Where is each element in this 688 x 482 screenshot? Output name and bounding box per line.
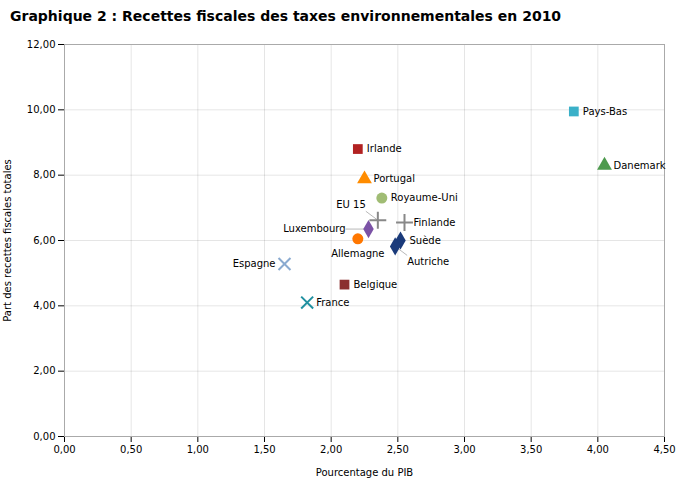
svg-text:Royaume-Uni: Royaume-Uni xyxy=(391,192,458,203)
svg-text:4,00: 4,00 xyxy=(33,300,55,311)
svg-text:Irlande: Irlande xyxy=(367,143,402,154)
svg-text:2,50: 2,50 xyxy=(387,444,409,455)
svg-text:Belgique: Belgique xyxy=(354,279,398,290)
svg-text:EU 15: EU 15 xyxy=(336,199,366,210)
svg-text:0,50: 0,50 xyxy=(120,444,142,455)
svg-text:Suède: Suède xyxy=(410,235,441,246)
svg-text:3,00: 3,00 xyxy=(453,444,475,455)
svg-text:France: France xyxy=(316,297,349,308)
svg-text:Pourcentage du PIB: Pourcentage du PIB xyxy=(316,467,414,478)
svg-text:12,00: 12,00 xyxy=(27,39,56,50)
svg-text:Luxembourg: Luxembourg xyxy=(283,223,345,234)
svg-text:10,00: 10,00 xyxy=(27,104,56,115)
svg-text:2,00: 2,00 xyxy=(320,444,342,455)
svg-text:Pays-Bas: Pays-Bas xyxy=(583,106,627,117)
svg-text:8,00: 8,00 xyxy=(33,169,55,180)
svg-text:Espagne: Espagne xyxy=(233,258,276,269)
svg-text:0,00: 0,00 xyxy=(33,431,55,442)
svg-text:Danemark: Danemark xyxy=(614,160,666,171)
svg-text:Portugal: Portugal xyxy=(374,173,415,184)
svg-text:Autriche: Autriche xyxy=(407,256,449,267)
svg-text:Finlande: Finlande xyxy=(414,217,456,228)
svg-text:Part des recettes fiscales tot: Part des recettes fiscales totales xyxy=(2,159,13,322)
svg-text:2,00: 2,00 xyxy=(33,365,55,376)
svg-text:6,00: 6,00 xyxy=(33,235,55,246)
svg-text:3,50: 3,50 xyxy=(520,444,542,455)
svg-text:4,50: 4,50 xyxy=(653,444,675,455)
svg-text:Allemagne: Allemagne xyxy=(331,248,384,259)
svg-text:4,00: 4,00 xyxy=(587,444,609,455)
svg-text:1,00: 1,00 xyxy=(187,444,209,455)
svg-text:1,50: 1,50 xyxy=(253,444,275,455)
svg-text:0,00: 0,00 xyxy=(53,444,75,455)
html-text:Graphique 2 : Recettes fiscale: Graphique 2 : Recettes fiscales des taxe… xyxy=(10,8,562,24)
